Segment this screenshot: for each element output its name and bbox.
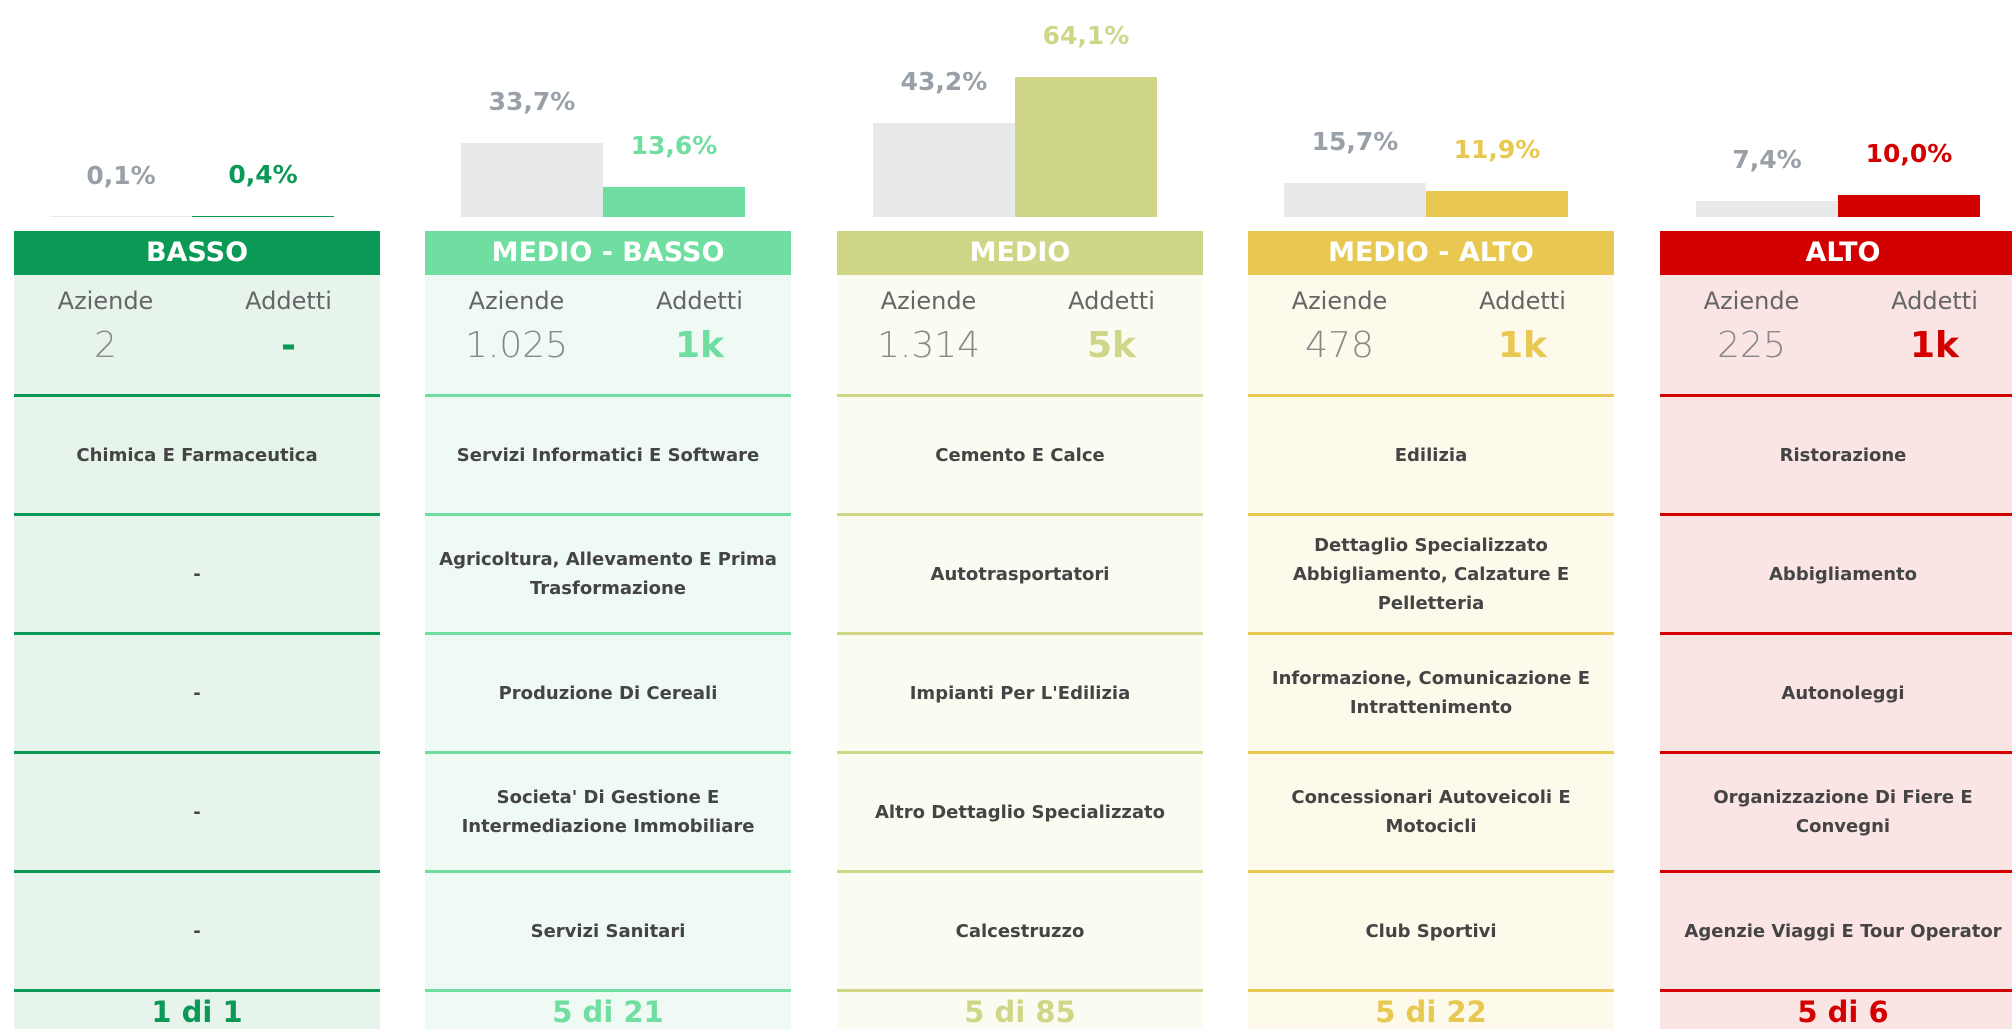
bar-chart: 43,2% 64,1% bbox=[837, 0, 1203, 217]
sector-item: Impianti Per L'Edilizia bbox=[837, 632, 1203, 751]
bar-label: 10,0% bbox=[1865, 139, 1953, 169]
bar-label: 64,1% bbox=[1042, 21, 1130, 50]
sector-item: Chimica E Farmaceutica bbox=[14, 394, 380, 513]
sector-item: Servizi Informatici E Software bbox=[425, 394, 791, 513]
bar-label: 13,6% bbox=[630, 131, 718, 161]
bar-label: 33,7% bbox=[488, 87, 576, 117]
bar-label: 7,4% bbox=[1732, 144, 1802, 174]
column: 15,7% 11,9% MEDIO - ALTO Aziende Addetti 478 1… bbox=[1248, 0, 1614, 1029]
sector-item: Societa' Di Gestione E Intermediazione I… bbox=[425, 751, 791, 870]
bar bbox=[1838, 195, 1980, 217]
addetti-label: Addetti bbox=[245, 287, 332, 315]
bar-chart: 7,4% 10,0% bbox=[1660, 0, 2012, 217]
column: 7,4% 10,0% ALTO Aziende Addetti 225 1k Ristoraz… bbox=[1660, 0, 2012, 1029]
bar-label: 0,1% bbox=[86, 160, 156, 190]
column-header: MEDIO - BASSO bbox=[425, 231, 791, 275]
column-body: Aziende Addetti 1.025 1k Servizi Informatici… bbox=[425, 275, 791, 1029]
sector-item: - bbox=[14, 870, 380, 989]
sector-item: Autonoleggi bbox=[1660, 632, 2012, 751]
sector-item: - bbox=[14, 632, 380, 751]
sector-item: Ristorazione bbox=[1660, 394, 2012, 513]
bar-label: 0,4% bbox=[228, 160, 298, 190]
sector-item: Abbigliamento bbox=[1660, 513, 2012, 632]
addetti-label: Addetti bbox=[656, 287, 743, 315]
sector-item: Produzione Di Cereali bbox=[425, 632, 791, 751]
bar-chart: 15,7% 11,9% bbox=[1248, 0, 1614, 217]
column: 43,2% 64,1% MEDIO Aziende Addetti 1.314 5k Ceme… bbox=[837, 0, 1203, 1029]
addetti-label: Addetti bbox=[1068, 287, 1155, 315]
sector-item: Calcestruzzo bbox=[837, 870, 1203, 989]
bar-label: 11,9% bbox=[1453, 135, 1541, 164]
column-header: MEDIO bbox=[837, 231, 1203, 275]
column-header: ALTO bbox=[1660, 231, 2012, 275]
addetti-label: Addetti bbox=[1479, 287, 1566, 315]
sector-item: Agricoltura, Allevamento E Prima Trasfor… bbox=[425, 513, 791, 632]
bar bbox=[1696, 200, 1838, 217]
sector-item: Club Sportivi bbox=[1248, 870, 1614, 989]
aziende-label: Aziende bbox=[880, 287, 977, 315]
addetti-value: - bbox=[281, 325, 296, 366]
column-footer: 5 di 21 bbox=[425, 989, 791, 1029]
column-footer: 5 di 85 bbox=[837, 989, 1203, 1029]
column-body: Aziende Addetti 225 1k Ristorazione Abbigliam… bbox=[1660, 275, 2012, 1029]
column-footer: 1 di 1 bbox=[14, 989, 380, 1029]
bar bbox=[461, 143, 603, 217]
sector-item: Servizi Sanitari bbox=[425, 870, 791, 989]
column-header: BASSO bbox=[14, 231, 380, 275]
column-header: MEDIO - ALTO bbox=[1248, 231, 1614, 275]
addetti-value: 1k bbox=[1498, 325, 1547, 366]
sector-item: Cemento E Calce bbox=[837, 394, 1203, 513]
column-footer: 5 di 22 bbox=[1248, 989, 1614, 1029]
sector-item: - bbox=[14, 751, 380, 870]
addetti-value: 1k bbox=[675, 325, 724, 366]
bar bbox=[873, 122, 1015, 217]
bar bbox=[192, 216, 334, 217]
addetti-value: 1k bbox=[1910, 325, 1959, 366]
column: 0,1% 0,4% BASSO Aziende Addetti 2- Chimica E F… bbox=[14, 0, 380, 1029]
bar bbox=[50, 216, 192, 217]
aziende-label: Aziende bbox=[1703, 287, 1800, 315]
column-body: Aziende Addetti 2- Chimica E Farmaceutica - -… bbox=[14, 275, 380, 1029]
bar-chart: 0,1% 0,4% bbox=[14, 0, 380, 217]
sector-item: Informazione, Comunicazione E Intratteni… bbox=[1248, 632, 1614, 751]
sector-item: Edilizia bbox=[1248, 394, 1614, 513]
column-body: Aziende Addetti 478 1k Edilizia Dettaglio Spe… bbox=[1248, 275, 1614, 1029]
bar bbox=[1015, 77, 1157, 217]
bar-chart: 33,7% 13,6% bbox=[425, 0, 791, 217]
bar-label: 15,7% bbox=[1311, 126, 1399, 156]
aziende-value: 1.025 bbox=[464, 325, 569, 366]
bar bbox=[603, 187, 745, 217]
sector-item: Autotrasportatori bbox=[837, 513, 1203, 632]
bar bbox=[1426, 191, 1568, 217]
sector-item: Concessionari Autoveicoli E Motocicli bbox=[1248, 751, 1614, 870]
column-footer: 5 di 6 bbox=[1660, 989, 2012, 1029]
aziende-value: 478 bbox=[1305, 325, 1374, 366]
aziende-label: Aziende bbox=[57, 287, 154, 315]
column-body: Aziende Addetti 1.314 5k Cemento E Calce Auto… bbox=[837, 275, 1203, 1029]
sector-item: Organizzazione Di Fiere E Convegni bbox=[1660, 751, 2012, 870]
bar-label: 43,2% bbox=[900, 66, 988, 96]
sector-item: - bbox=[14, 513, 380, 632]
column: 33,7% 13,6% MEDIO - BASSO Aziende Addetti 1.0… bbox=[425, 0, 791, 1029]
aziende-value: 1.314 bbox=[876, 325, 981, 366]
bar bbox=[1284, 182, 1426, 217]
aziende-label: Aziende bbox=[1291, 287, 1388, 315]
sector-item: Altro Dettaglio Specializzato bbox=[837, 751, 1203, 870]
sector-item: Dettaglio Specializzato Abbigliamento, C… bbox=[1248, 513, 1614, 632]
sector-item: Agenzie Viaggi E Tour Operator bbox=[1660, 870, 2012, 989]
aziende-value: 225 bbox=[1717, 325, 1786, 366]
aziende-label: Aziende bbox=[468, 287, 565, 315]
aziende-value: 2 bbox=[94, 325, 117, 366]
addetti-value: 5k bbox=[1087, 325, 1136, 366]
addetti-label: Addetti bbox=[1891, 287, 1978, 315]
